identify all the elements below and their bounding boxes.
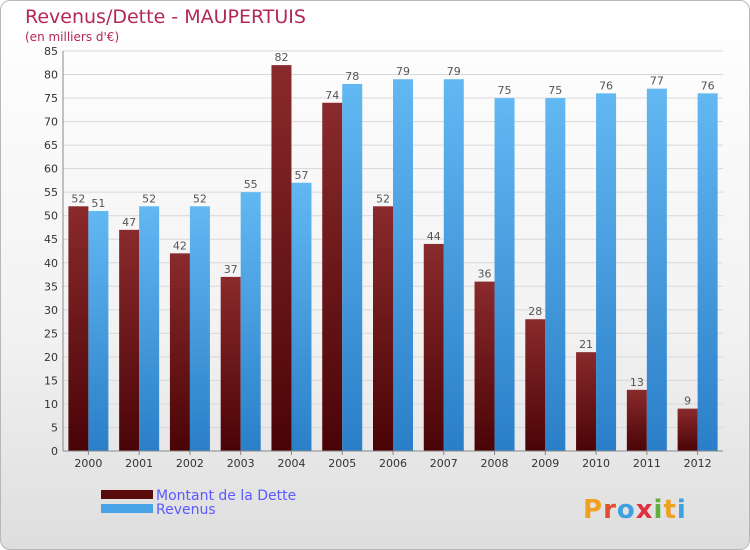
data-label-revenus: 76 <box>701 79 715 92</box>
y-tick-label: 70 <box>44 116 58 129</box>
x-tick-label: 2003 <box>227 457 255 470</box>
y-tick-label: 5 <box>51 421 58 434</box>
bar-revenus <box>88 211 109 451</box>
bar-revenus <box>393 79 413 451</box>
bar-revenus <box>139 206 160 451</box>
data-label-revenus: 51 <box>91 197 105 210</box>
bar-revenus <box>189 206 210 451</box>
data-label-revenus: 75 <box>498 84 512 97</box>
y-tick-label: 60 <box>44 163 58 176</box>
data-label-debt: 52 <box>376 192 390 205</box>
bar-revenus <box>240 192 261 452</box>
legend: Montant de la Dette Revenus <box>101 488 296 518</box>
bar-revenus <box>596 93 617 452</box>
x-tick-label: 2002 <box>176 457 204 470</box>
x-tick-label: 2011 <box>633 457 661 470</box>
bars-layer <box>68 65 718 452</box>
y-tick-label: 20 <box>44 351 58 364</box>
data-label-revenus: 52 <box>193 192 207 205</box>
bar-revenus <box>494 98 515 451</box>
x-tick-label: 2007 <box>430 457 458 470</box>
data-label-debt: 47 <box>122 216 136 229</box>
y-tick-label: 35 <box>44 280 58 293</box>
bar-debt <box>677 408 698 451</box>
y-tick-label: 45 <box>44 233 58 246</box>
data-label-revenus: 76 <box>599 79 613 92</box>
y-tick-label: 85 <box>44 45 58 58</box>
y-tick-label: 75 <box>44 92 58 105</box>
bar-debt <box>119 229 140 451</box>
y-tick-label: 0 <box>51 445 58 458</box>
x-tick-label: 2000 <box>74 457 102 470</box>
data-label-revenus: 55 <box>244 178 258 191</box>
y-tick-label: 55 <box>44 186 58 199</box>
bar-debt <box>169 253 190 451</box>
bar-revenus <box>697 93 718 452</box>
data-label-debt: 21 <box>579 338 593 351</box>
data-label-debt: 74 <box>325 89 339 102</box>
x-tick-label: 2001 <box>125 457 153 470</box>
x-tick-label: 2009 <box>531 457 559 470</box>
proxiti-logo: Proxiti <box>583 495 687 525</box>
x-tick-label: 2012 <box>684 457 712 470</box>
y-tick-label: 40 <box>44 257 58 270</box>
bar-debt <box>576 352 597 451</box>
data-label-debt: 9 <box>684 395 691 408</box>
bar-revenus <box>443 79 464 451</box>
chart-subtitle: (en milliers d'€) <box>25 30 119 44</box>
data-label-revenus: 79 <box>447 65 461 78</box>
data-label-debt: 36 <box>478 268 492 281</box>
data-label-debt: 42 <box>173 239 187 252</box>
axis-layer: 0 5 10 15 20 25 30 35 40 45 50 55 60 65 70 75 80 85 2000 20… <box>44 45 723 470</box>
bar-debt <box>220 276 241 451</box>
data-label-debt: 28 <box>528 305 542 318</box>
bar-debt <box>626 389 647 451</box>
x-tick-label: 2005 <box>328 457 356 470</box>
data-label-revenus: 78 <box>345 70 359 83</box>
x-tick-label: 2010 <box>582 457 610 470</box>
data-label-revenus: 79 <box>396 65 410 78</box>
bar-revenus <box>342 83 363 452</box>
bar-revenus <box>291 182 312 451</box>
y-tick-label: 80 <box>44 69 58 82</box>
x-tick-label: 2006 <box>379 457 407 470</box>
y-tick-label: 30 <box>44 304 58 317</box>
legend-label-revenus: Revenus <box>156 502 216 518</box>
data-label-revenus: 52 <box>142 192 156 205</box>
y-tick-label: 10 <box>44 398 58 411</box>
chart-title: Revenus/Dette - MAUPERTUIS <box>25 6 306 28</box>
bar-debt <box>423 243 444 451</box>
x-tick-label: 2008 <box>481 457 509 470</box>
legend-swatch-revenus <box>101 504 153 513</box>
bar-debt <box>322 102 343 451</box>
bar-debt <box>373 206 393 451</box>
legend-label-debt: Montant de la Dette <box>156 488 296 504</box>
labels-layer: 52 51 47 52 42 52 37 55 82 57 74 78 52 79 44 79 36 75 28 75… <box>71 51 714 408</box>
bar-revenus <box>545 98 566 451</box>
data-label-debt: 52 <box>71 192 85 205</box>
data-label-debt: 13 <box>630 376 644 389</box>
y-tick-label: 50 <box>44 210 58 223</box>
bar-debt <box>271 65 292 451</box>
bar-debt <box>474 281 495 451</box>
bar-revenus <box>646 88 667 451</box>
y-tick-label: 15 <box>44 374 58 387</box>
data-label-debt: 82 <box>274 51 288 64</box>
bar-debt <box>68 206 89 451</box>
x-tick-label: 2004 <box>277 457 305 470</box>
data-label-revenus: 75 <box>548 84 562 97</box>
legend-swatch-debt <box>101 490 153 499</box>
svg-text:Proxiti: Proxiti <box>583 495 687 525</box>
data-label-revenus: 77 <box>650 75 664 88</box>
data-label-revenus: 57 <box>294 169 308 182</box>
data-label-debt: 44 <box>427 230 441 243</box>
data-label-debt: 37 <box>224 263 238 276</box>
y-tick-label: 65 <box>44 139 58 152</box>
bar-debt <box>525 319 546 451</box>
y-tick-label: 25 <box>44 327 58 340</box>
